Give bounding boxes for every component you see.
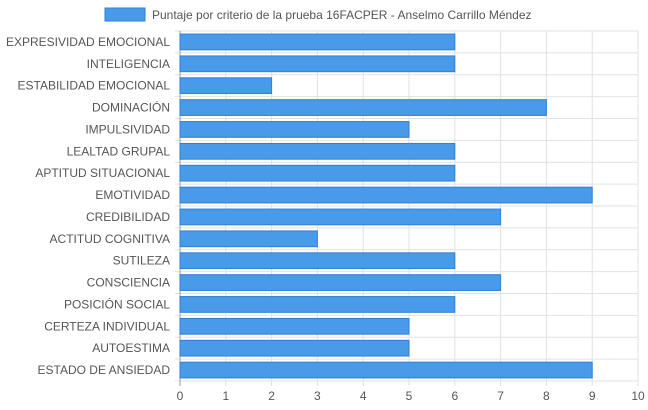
x-tick-label: 3 [314, 389, 321, 403]
x-tick-label: 8 [543, 389, 550, 403]
bar[interactable] [179, 33, 456, 51]
bar[interactable] [179, 361, 593, 379]
y-category-label: DOMINACIÓN [92, 100, 170, 115]
legend-swatch [104, 7, 146, 22]
legend[interactable]: Puntaje por criterio de la prueba 16FACP… [104, 7, 532, 22]
bar[interactable] [179, 208, 502, 226]
x-tick-label: 2 [268, 389, 275, 403]
x-tick-label: 4 [360, 389, 367, 403]
x-tick-label: 1 [222, 389, 229, 403]
x-axis-labels: 0 1 2 3 4 5 6 7 8 9 10 [177, 389, 645, 403]
x-tick-label: 9 [589, 389, 596, 403]
y-category-label: ESTADO DE ANSIEDAD [38, 363, 171, 377]
bar[interactable] [179, 121, 410, 138]
y-category-label: EXPRESIVIDAD EMOCIONAL [6, 35, 170, 49]
bar[interactable] [179, 164, 456, 182]
bar[interactable] [179, 252, 456, 270]
y-category-label: ESTABILIDAD EMOCIONAL [18, 79, 171, 93]
x-tick-label: 6 [451, 389, 458, 403]
y-category-label: LEALTAD GRUPAL [67, 144, 171, 158]
bar[interactable] [179, 339, 410, 357]
x-tick-label: 7 [497, 389, 504, 403]
y-category-label: CONSCIENCIA [87, 276, 170, 290]
y-axis-labels: EXPRESIVIDAD EMOCIONAL INTELIGENCIA ESTABI… [6, 35, 170, 377]
y-category-label: AUTOESTIMA [92, 341, 170, 355]
bar[interactable] [179, 142, 456, 160]
bars [179, 33, 593, 379]
legend-label: Puntaje por criterio de la prueba 16FACP… [152, 8, 532, 22]
x-tick-label: 0 [177, 389, 184, 403]
y-category-label: SUTILEZA [113, 254, 170, 268]
bar[interactable] [179, 296, 456, 313]
y-category-label: ACTITUD COGNITIVA [50, 232, 170, 246]
y-category-label: CREDIBILIDAD [86, 210, 170, 224]
bar[interactable] [179, 274, 502, 291]
y-category-label: CERTEZA INDIVIDUAL [44, 319, 170, 333]
y-category-label: INTELIGENCIA [87, 57, 170, 71]
bar[interactable] [179, 186, 593, 204]
y-category-label: APTITUD SITUACIONAL [35, 166, 170, 180]
y-category-label: POSICIÓN SOCIAL [64, 296, 170, 311]
bar[interactable] [179, 77, 273, 95]
x-tick-label: 10 [631, 389, 645, 403]
bar[interactable] [179, 55, 456, 73]
bar[interactable] [179, 230, 318, 248]
bar[interactable] [179, 99, 547, 116]
y-category-label: IMPULSIVIDAD [85, 122, 170, 136]
y-category-label: EMOTIVIDAD [95, 188, 170, 202]
bar[interactable] [179, 317, 410, 335]
x-tick-label: 5 [406, 389, 413, 403]
